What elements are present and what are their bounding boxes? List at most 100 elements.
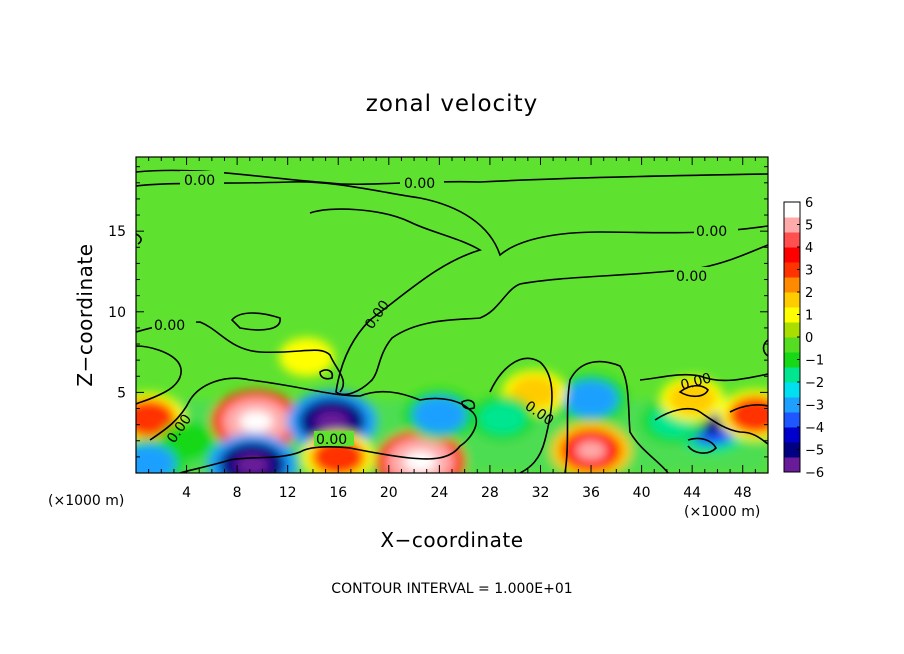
x-axis-label: X−coordinate [380,528,523,552]
colorbar-swatch [784,307,800,323]
contour-label: 0.00 [676,269,707,285]
contour-label-bg [674,267,718,283]
contour-label: 0.00 [154,318,185,334]
colorbar-swatch [784,457,800,473]
colorbar-tick-label: −3 [805,399,824,414]
field-feature [668,382,716,416]
contour-line [678,384,709,398]
chart-title: zonal velocity [366,91,538,117]
y-axis: 5 10 15 [108,166,768,458]
colorbar-tick-label: −2 [805,376,824,391]
colorbar-tick-label: 6 [805,196,813,211]
y-axis-label: Z−coordinate [73,243,97,386]
colorbar-swatch [784,262,800,278]
colorbar-swatch [784,427,800,443]
field-layer [136,337,768,473]
contour-label-bg [694,222,738,238]
colorbar-swatch [784,232,800,248]
colorbar-swatch [784,277,800,293]
contour-label: 0.00 [679,370,713,394]
contour-line [319,369,334,380]
colorbar-tick-label: −5 [805,444,824,459]
field-feature-core [315,410,349,432]
colorbar-swatch [784,292,800,308]
colorbar-tick-label: 5 [805,219,813,234]
contour-line [564,360,669,473]
contour-line [149,377,477,473]
x-unit-right: (×1000 m) [684,504,760,520]
colorbar-swatch [784,397,800,413]
colorbar-tick-label: 1 [805,309,813,324]
field-feature-core [576,440,607,460]
field-feature-core [239,410,273,432]
contour-line [136,233,142,245]
y-tick-label: 10 [108,305,126,321]
x-tick-label: 28 [481,485,499,501]
colorbar-tick-label: 4 [805,241,813,256]
contour-line [687,437,717,454]
plot-area: 0.00 0.00 0.00 0.00 0.00 0.00 0.00 0.00 … [136,157,768,473]
field-feature [728,396,768,434]
colorbar-tick-label: 2 [805,286,813,301]
field-feature [286,342,328,372]
contour-line [639,373,768,382]
contour-line [654,408,768,445]
colorbar-swatch [784,337,800,353]
x-unit-left: (×1000 m) [48,493,124,509]
x-tick-label: 36 [582,485,600,501]
field-feature [412,396,467,434]
colorbar-swatch [784,367,800,383]
contour-label-bg [152,316,196,332]
contour-line [230,312,281,331]
y-tick-label: 15 [108,224,126,240]
contour-line [136,180,768,257]
contour-label-bg [314,431,354,446]
field-features [136,337,768,473]
field-feature-core [403,451,437,473]
colorbar-swatch [784,217,800,233]
field-feature [478,401,527,435]
colorbar-swatch [784,382,800,398]
colorbar-swatch [784,202,800,218]
x-tick-label: 24 [430,485,448,501]
contour-lines [136,169,768,473]
contour-line [762,339,768,357]
contour-label: 0.00 [316,432,347,448]
x-tick-label: 12 [279,485,297,501]
contour-label-bg [400,174,444,190]
colorbar-swatch [784,412,800,428]
contour-label: 0.00 [404,176,435,192]
colorbar-swatch [784,322,800,338]
colorbar-tick-label: 0 [805,331,813,346]
contour-line [729,404,768,413]
x-tick-label: 8 [233,485,242,501]
contour-labels: 0.00 0.00 0.00 0.00 0.00 0.00 0.00 0.00 … [152,171,738,448]
colorbar-tick-label: −4 [805,421,824,436]
x-tick-label: 32 [532,485,550,501]
field-feature [564,380,618,418]
colorbar: 6 5 4 3 2 1 0 −1 −2 −3 −4 −5 −6 [783,196,824,481]
colorbar-swatch [784,247,800,263]
contour-label: 0.00 [184,173,215,189]
colorbar-tick-label: −6 [805,466,824,481]
colorbar-tick-label: −1 [805,354,824,369]
x-tick-label: 48 [734,485,752,501]
x-tick-label: 40 [633,485,651,501]
contour-line [489,357,553,473]
x-tick-label: 4 [182,485,191,501]
contour-line [309,208,768,396]
contour-line [461,399,476,410]
colorbar-swatch [784,442,800,458]
contour-line [136,345,182,405]
x-tick-label: 20 [380,485,398,501]
colorbar-swatch [784,352,800,368]
field-feature [136,399,176,437]
colorbar-tick-label: 3 [805,264,813,279]
x-tick-label: 44 [683,485,701,501]
contour-label: 0.00 [696,224,727,240]
x-axis: 4 8 12 16 20 24 28 32 36 40 44 48 [148,157,756,501]
contour-label-bg [180,171,224,187]
contour-interval-note: CONTOUR INTERVAL = 1.000E+01 [331,581,572,597]
x-tick-label: 16 [329,485,347,501]
